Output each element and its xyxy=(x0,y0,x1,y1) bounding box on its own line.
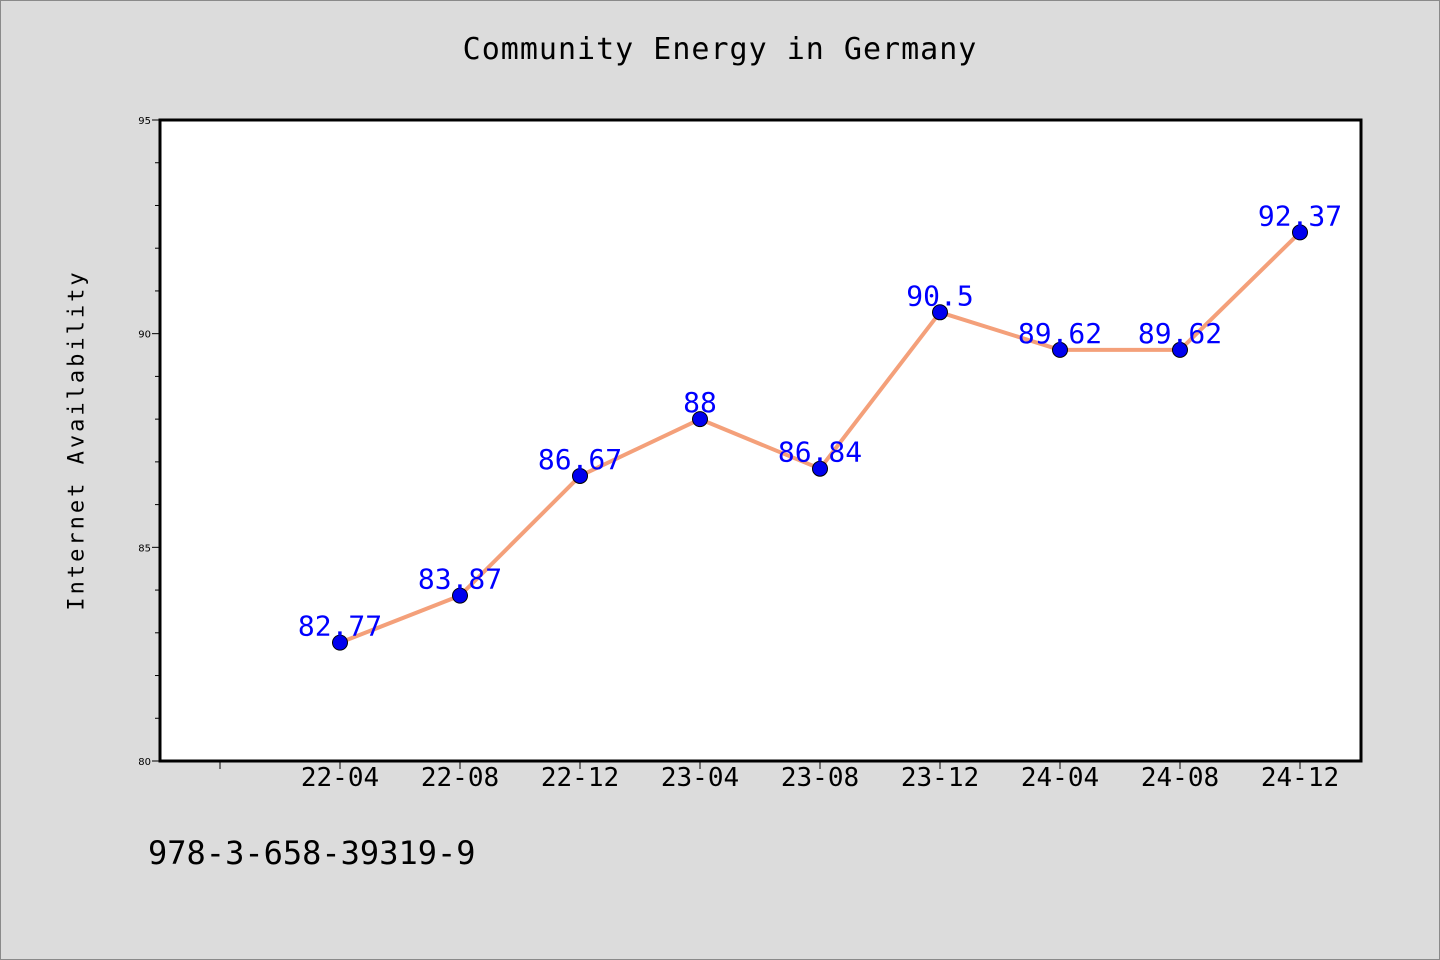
data-point xyxy=(1292,224,1308,241)
y-tick-label: 95 xyxy=(138,116,151,127)
chart-title: Community Energy in Germany xyxy=(462,32,978,67)
x-tick-label: 22-12 xyxy=(541,763,619,793)
data-label: 90.5 xyxy=(906,279,973,312)
x-tick-label: 23-08 xyxy=(781,763,859,793)
data-point xyxy=(452,587,468,604)
data-label: 86.84 xyxy=(778,436,862,469)
data-label: 82.77 xyxy=(298,610,382,643)
isbn-footer: 978-3-658-39319-9 xyxy=(148,834,476,872)
data-point xyxy=(932,304,948,321)
data-point xyxy=(1172,341,1188,358)
data-label: 89.62 xyxy=(1138,317,1222,350)
data-label: 86.67 xyxy=(538,443,622,476)
data-point xyxy=(1052,341,1068,358)
plot-area xyxy=(158,118,1363,763)
data-label: 89.62 xyxy=(1018,317,1102,350)
y-tick-label: 80 xyxy=(138,757,151,768)
x-tick-label: 22-08 xyxy=(421,763,499,793)
x-tick-label: 23-04 xyxy=(661,763,739,793)
y-tick-label: 85 xyxy=(138,543,151,554)
data-point xyxy=(692,411,708,428)
data-label: 88 xyxy=(683,386,717,419)
x-tick-label: 24-12 xyxy=(1261,763,1339,793)
y-tick-label: 90 xyxy=(138,330,151,341)
x-tick-label: 24-04 xyxy=(1021,763,1099,793)
data-point xyxy=(572,467,588,484)
data-label: 92.37 xyxy=(1258,199,1342,232)
data-label: 83.87 xyxy=(418,563,502,596)
data-point xyxy=(332,634,348,651)
x-tick-label: 22-04 xyxy=(301,763,379,793)
x-tick-label: 24-08 xyxy=(1141,763,1219,793)
data-point xyxy=(812,460,828,477)
x-tick-label: 23-12 xyxy=(901,763,979,793)
